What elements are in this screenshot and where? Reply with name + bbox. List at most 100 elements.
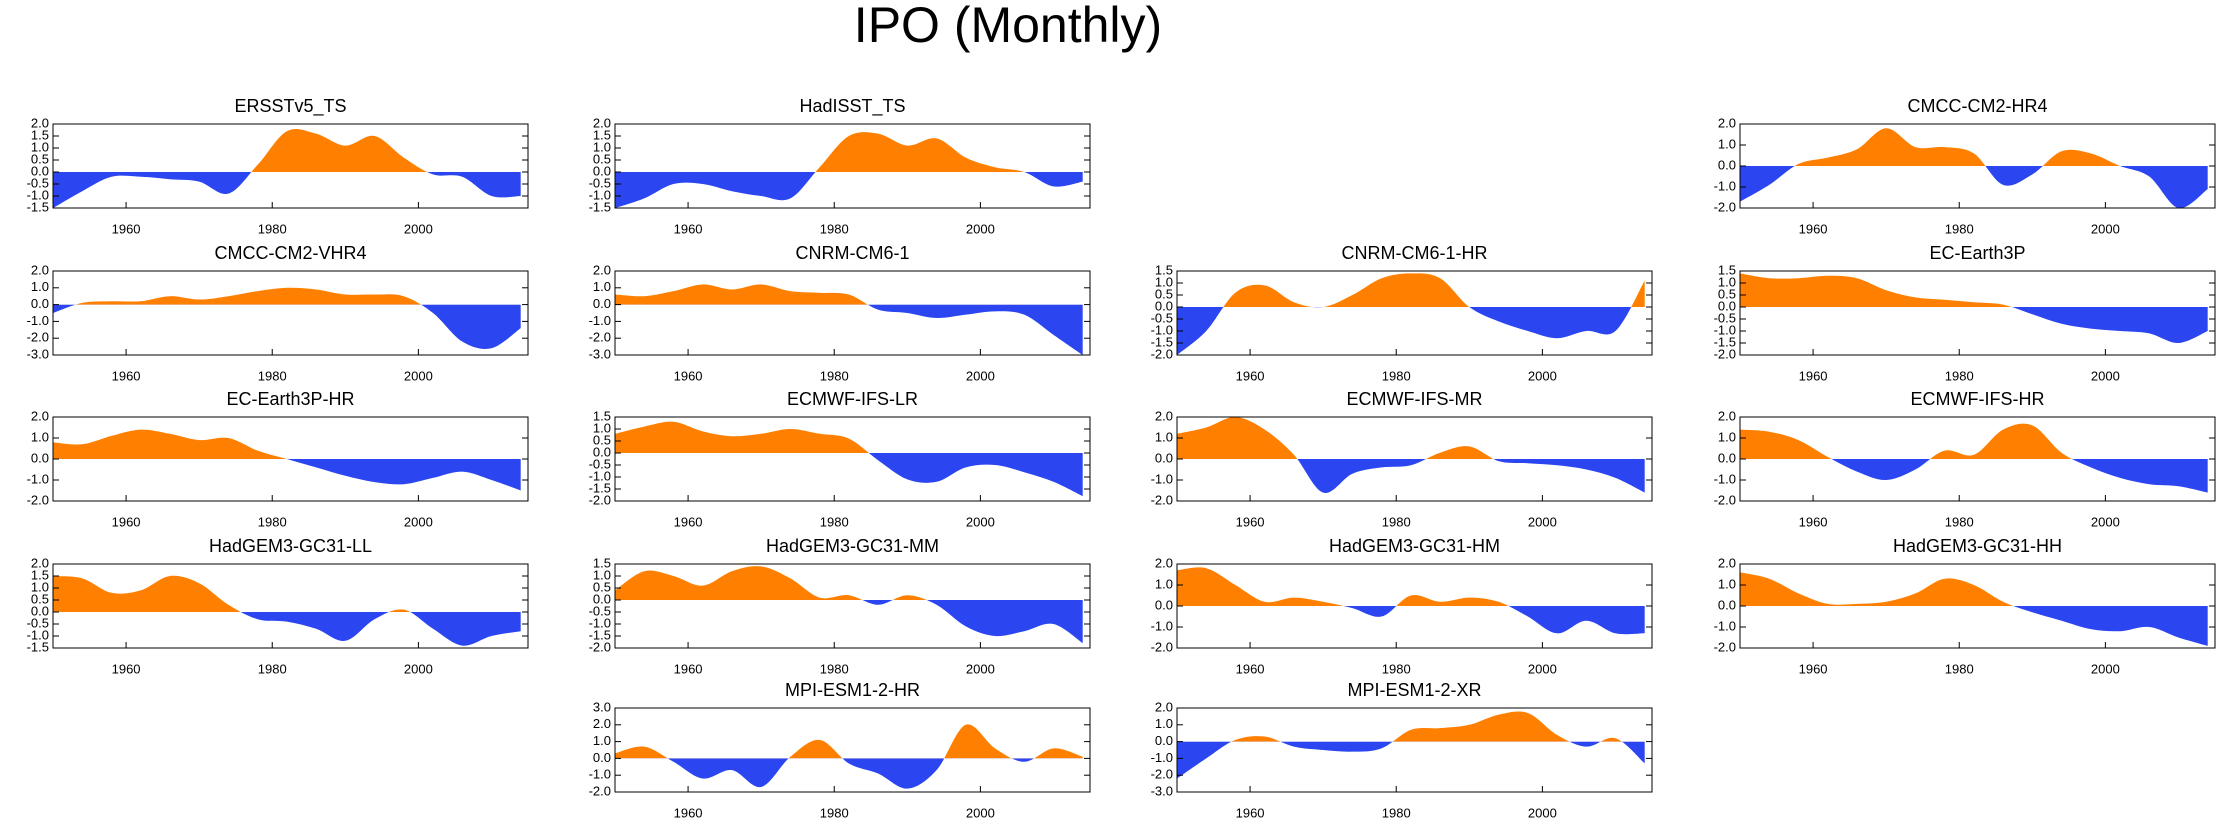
x-tick-label: 1980 bbox=[820, 514, 849, 529]
panel-title: CNRM-CM6-1 bbox=[796, 243, 910, 263]
panel: ECMWF-IFS-HR 2.0 1.0 0.0 -1.0 -2.0 1960 1980 200… bbox=[1714, 389, 2216, 529]
positive-area bbox=[1740, 273, 2208, 307]
panel: ERSSTv5_TS 2.01.51.00.50.0-0.5-1.0-1.5 196… bbox=[27, 96, 529, 236]
x-tick-label: 2000 bbox=[404, 368, 433, 383]
negative-area bbox=[53, 304, 521, 350]
negative-area bbox=[1177, 741, 1645, 779]
x-tick-label: 1980 bbox=[258, 661, 287, 676]
y-tick-label: -1.0 bbox=[27, 471, 49, 486]
panel: ECMWF-IFS-MR 2.0 1.0 0.0 -1.0 -2.0 1960 1980 200… bbox=[1151, 389, 1653, 529]
x-tick-label: 2000 bbox=[2091, 661, 2120, 676]
y-tick-label: 0.0 bbox=[593, 296, 611, 311]
x-tick-label: 2000 bbox=[1528, 661, 1557, 676]
x-tick-label: 2000 bbox=[1528, 368, 1557, 383]
y-tick-label: -0.5 bbox=[27, 175, 49, 190]
y-tick-label: -1.0 bbox=[589, 187, 611, 202]
plot-frame bbox=[52, 270, 529, 356]
y-tick-label: 0.0 bbox=[593, 750, 611, 765]
positive-area bbox=[1177, 273, 1645, 307]
negative-area bbox=[53, 172, 521, 208]
y-tick-label: -0.5 bbox=[589, 175, 611, 190]
plot-frame bbox=[614, 416, 1091, 502]
positive-area bbox=[1740, 128, 2208, 166]
y-tick-label: -2.0 bbox=[1151, 767, 1173, 782]
x-tick-label: 1960 bbox=[1236, 661, 1265, 676]
negative-area bbox=[615, 453, 1083, 497]
panel-title: ECMWF-IFS-MR bbox=[1347, 389, 1483, 409]
x-tick-label: 2000 bbox=[404, 514, 433, 529]
y-tick-label: -1.0 bbox=[27, 627, 49, 642]
y-tick-label: -3.0 bbox=[1151, 783, 1173, 798]
y-tick-label: -2.0 bbox=[1151, 639, 1173, 654]
y-tick-label: -1.5 bbox=[27, 639, 49, 654]
y-tick-label: 0.0 bbox=[1718, 157, 1736, 172]
panel: ECMWF-IFS-LR 1.51.00.50.0-0.5-1.0-1.5-2.0… bbox=[589, 389, 1091, 529]
x-tick-label: 2000 bbox=[2091, 368, 2120, 383]
y-tick-label: 1.0 bbox=[31, 579, 49, 594]
y-tick-label: -1.0 bbox=[589, 615, 611, 630]
panel: HadGEM3-GC31-HM 2.0 1.0 0.0 -1.0 -2.0 1960 1980… bbox=[1151, 536, 1653, 676]
y-tick-label: 2.0 bbox=[593, 262, 611, 277]
panel: EC-Earth3P 1.51.00.50.0-0.5-1.0-1.5-2.0 19… bbox=[1714, 243, 2216, 383]
y-tick-label: -2.0 bbox=[1151, 346, 1173, 361]
y-tick-label: 1.5 bbox=[1155, 262, 1173, 277]
panel-title: ECMWF-IFS-HR bbox=[1911, 389, 2045, 409]
panel-title: MPI-ESM1-2-HR bbox=[785, 680, 920, 700]
y-tick-label: -1.5 bbox=[589, 480, 611, 495]
y-tick-label: -3.0 bbox=[27, 346, 49, 361]
x-tick-label: 1960 bbox=[674, 661, 703, 676]
y-tick-label: -1.0 bbox=[1714, 471, 1736, 486]
plot-frame bbox=[1176, 270, 1653, 356]
y-tick-label: -2.0 bbox=[1714, 492, 1736, 507]
y-tick-label: 0.0 bbox=[1718, 450, 1736, 465]
x-tick-label: 2000 bbox=[404, 221, 433, 236]
x-tick-label: 1960 bbox=[112, 221, 141, 236]
x-tick-label: 1980 bbox=[1382, 514, 1411, 529]
negative-area bbox=[53, 612, 521, 646]
panel: MPI-ESM1-2-XR 2.0 1.0 0.0 -1.0 -2.0-3.0 1960 19… bbox=[1151, 680, 1653, 820]
y-tick-label: -1.0 bbox=[589, 767, 611, 782]
negative-area bbox=[1177, 459, 1645, 493]
negative-area bbox=[667, 758, 1034, 789]
x-tick-label: 1960 bbox=[1799, 661, 1828, 676]
y-tick-label: 0.0 bbox=[1718, 597, 1736, 612]
panel: HadGEM3-GC31-LL 2.01.51.00.50.0-0.5-1.0-1… bbox=[27, 536, 529, 676]
panel-title: ERSSTv5_TS bbox=[234, 96, 346, 117]
x-tick-label: 1960 bbox=[112, 661, 141, 676]
y-tick-label: 1.0 bbox=[1718, 576, 1736, 591]
panel: HadGEM3-GC31-MM 1.51.00.50.0-0.5-1.0-1.5-… bbox=[589, 536, 1091, 676]
x-tick-label: 1980 bbox=[1945, 221, 1974, 236]
y-tick-label: -1.0 bbox=[1714, 322, 1736, 337]
plot-frame bbox=[614, 707, 1091, 793]
positive-area bbox=[1177, 567, 1645, 606]
y-tick-label: 0.0 bbox=[1155, 733, 1173, 748]
positive-area bbox=[1740, 572, 2208, 606]
x-tick-label: 1980 bbox=[1945, 661, 1974, 676]
y-tick-label: 0.5 bbox=[593, 579, 611, 594]
positive-area bbox=[53, 429, 521, 459]
y-tick-label: -2.0 bbox=[1714, 199, 1736, 214]
x-tick-label: 1960 bbox=[112, 514, 141, 529]
plot-frame bbox=[52, 563, 529, 649]
y-tick-label: 0.0 bbox=[1155, 298, 1173, 313]
panel: CMCC-CM2-HR4 2.0 1.0 0.0 -1.0 -2.0 1960 1980 200… bbox=[1714, 96, 2216, 236]
y-tick-label: -1.0 bbox=[1714, 178, 1736, 193]
y-tick-label: 2.0 bbox=[1718, 555, 1736, 570]
y-tick-label: -1.0 bbox=[589, 468, 611, 483]
x-tick-label: 1980 bbox=[820, 805, 849, 820]
y-tick-label: 0.0 bbox=[31, 163, 49, 178]
negative-area bbox=[867, 304, 1083, 355]
x-tick-label: 1980 bbox=[1382, 661, 1411, 676]
y-tick-label: -1.5 bbox=[27, 199, 49, 214]
y-tick-label: 2.0 bbox=[31, 408, 49, 423]
x-tick-label: 2000 bbox=[404, 661, 433, 676]
y-tick-label: 2.0 bbox=[31, 555, 49, 570]
page-title: IPO (Monthly) bbox=[854, 0, 1162, 53]
y-tick-label: 0.5 bbox=[1718, 286, 1736, 301]
panel: CNRM-CM6-1 2.0 1.0 0.0 -1.0 -2.0-3.0 1960 1980 2… bbox=[589, 243, 1091, 383]
x-tick-label: 1980 bbox=[1382, 805, 1411, 820]
panel: HadISST_TS 2.01.51.00.50.0-0.5-1.0-1.5 196… bbox=[589, 96, 1091, 236]
plot-frame bbox=[614, 270, 1091, 356]
y-tick-label: 2.0 bbox=[593, 115, 611, 130]
